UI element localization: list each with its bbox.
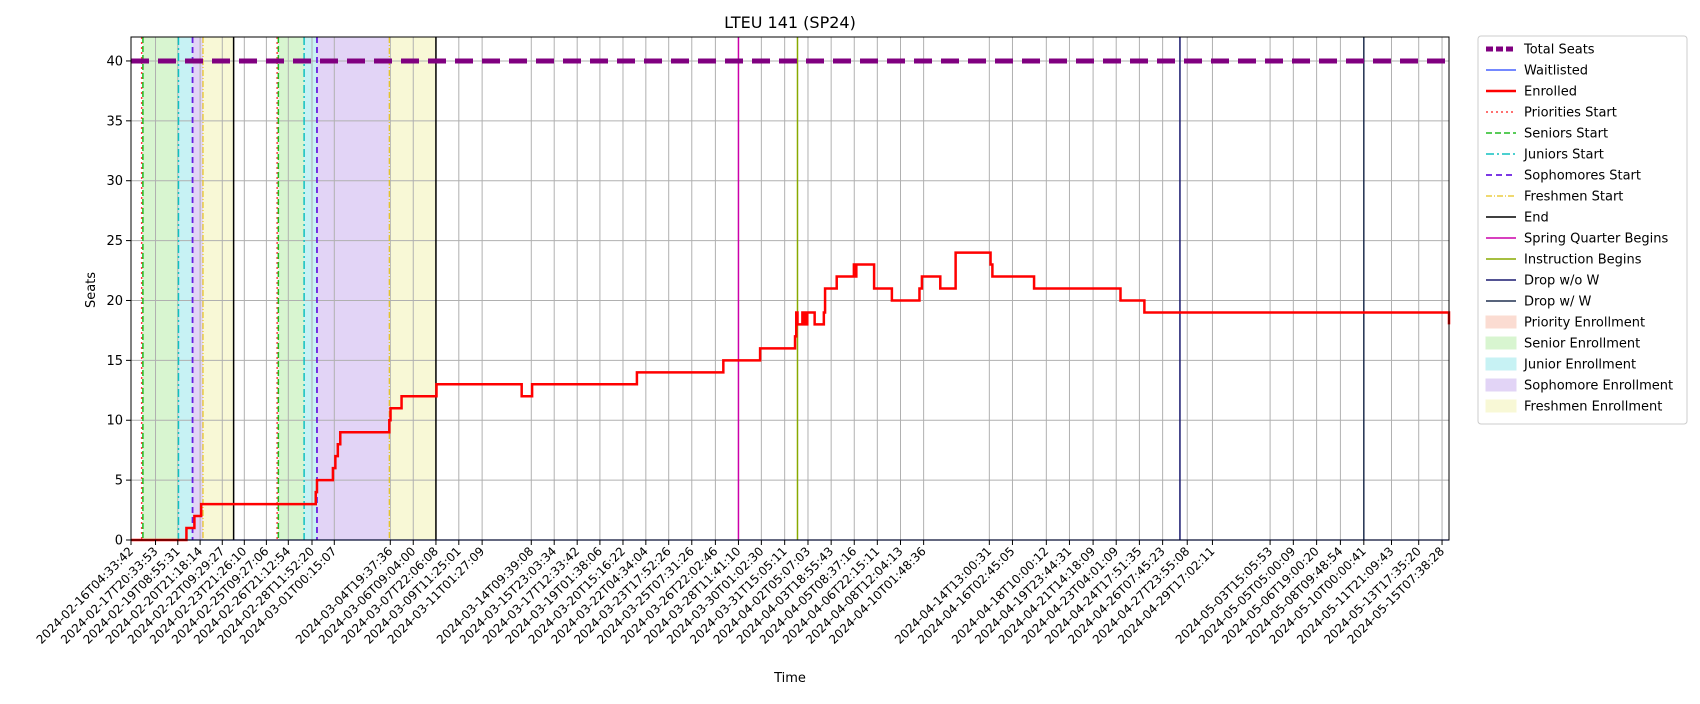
phase-band-freshmen-enrollment-7 [389, 37, 436, 540]
legend-label-priority-enrollment: Priority Enrollment [1524, 316, 1645, 331]
legend-frame [1477, 35, 1688, 425]
legend-swatch-priority-enrollment [1485, 315, 1517, 329]
legend-label-end: End [1524, 211, 1549, 226]
phase-band-junior-enrollment-1 [178, 37, 193, 540]
phase-band-junior-enrollment-5 [304, 37, 317, 540]
legend-swatch-senior-enrollment [1485, 336, 1517, 350]
enrollment-phase-bands [142, 37, 436, 540]
legend-label-sophomores-start: Sophomores Start [1524, 169, 1641, 184]
legend-label-priorities-start: Priorities Start [1524, 106, 1617, 121]
enrolled-line [131, 251, 1451, 542]
legend-label-seniors-start: Seniors Start [1524, 127, 1608, 142]
phase-band-freshmen-enrollment-3 [202, 37, 234, 540]
legend-label-senior-enrollment: Senior Enrollment [1524, 337, 1640, 352]
legend-label-freshmen-start: Freshmen Start [1524, 190, 1623, 205]
plot-frame [130, 36, 1450, 541]
y-axis: 0 5 10 15 20 25 30 35 40 [106, 54, 131, 549]
y-tick-label: 10 [106, 414, 123, 429]
legend-label-junior-enrollment: Junior Enrollment [1523, 358, 1636, 373]
phase-band-sophomore-enrollment-2 [192, 37, 203, 540]
phase-band-sophomore-enrollment-6 [316, 37, 390, 540]
y-axis-label: Seats [84, 272, 99, 308]
legend-label-spring-quarter-begins: Spring Quarter Begins [1524, 232, 1668, 247]
phase-band-senior-enrollment-0 [142, 37, 179, 540]
y-tick-label: 40 [106, 54, 123, 69]
legend-label-waitlisted: Waitlisted [1524, 64, 1588, 79]
legend-swatch-sophomore-enrollment [1485, 378, 1517, 392]
y-tick-label: 25 [106, 234, 123, 249]
y-tick-label: 20 [106, 294, 123, 309]
y-tick-label: 35 [106, 114, 123, 129]
legend-label-sophomore-enrollment: Sophomore Enrollment [1524, 379, 1673, 394]
y-tick-label: 0 [115, 534, 123, 549]
legend-label-drop-w-o-w: Drop w/o W [1524, 274, 1600, 289]
event-lines [140, 37, 1365, 540]
legend-swatch-freshmen-enrollment [1485, 399, 1517, 413]
legend-swatch-junior-enrollment [1485, 357, 1517, 371]
legend-label-total-seats: Total Seats [1523, 43, 1595, 58]
x-axis-label: Time [773, 671, 806, 686]
legend-label-drop-w-w: Drop w/ W [1524, 295, 1592, 310]
legend-label-freshmen-enrollment: Freshmen Enrollment [1524, 400, 1662, 415]
phase-band-senior-enrollment-4 [278, 37, 305, 540]
y-tick-label: 15 [106, 354, 123, 369]
y-tick-label: 5 [115, 474, 123, 489]
legend-label-juniors-start: Juniors Start [1523, 148, 1604, 163]
legend-label-enrolled: Enrolled [1524, 85, 1577, 100]
legend: Total Seats Waitlisted Enrolled Priorities … [1477, 35, 1688, 425]
y-tick-label: 30 [106, 174, 123, 189]
x-axis: 2024-02-16T04:33:422024-02-17T20:33:5320… [34, 540, 1447, 647]
legend-label-instruction-begins: Instruction Begins [1524, 253, 1642, 268]
chart-title: LTEU 141 (SP24) [724, 13, 856, 32]
